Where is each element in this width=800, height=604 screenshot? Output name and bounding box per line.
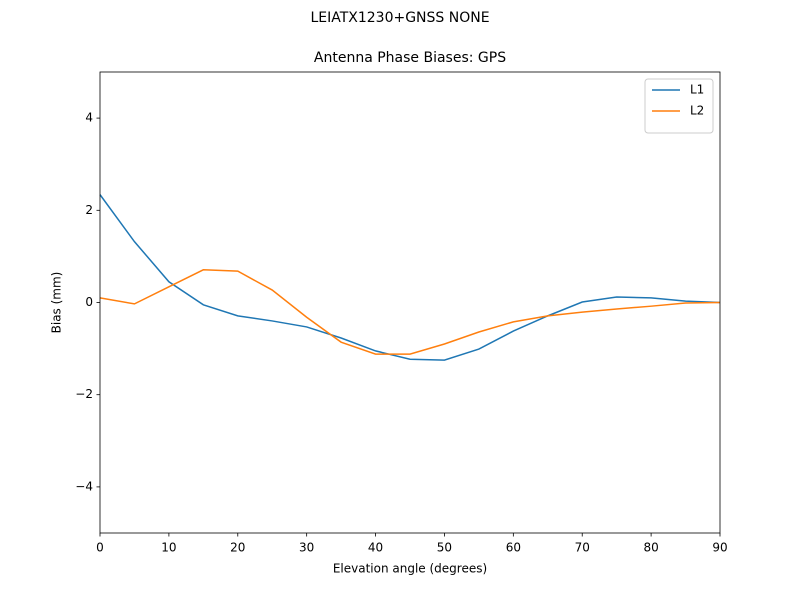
x-tick-label: 80 [643,541,658,555]
legend-box [644,78,714,134]
x-tick-label: 30 [299,541,314,555]
y-tick-label: 0 [85,295,93,309]
data-line [99,194,721,361]
x-tick-label: 70 [575,541,590,555]
y-tick-label: 2 [85,203,93,217]
y-tick-label: −2 [75,387,93,401]
suptitle: LEIATX1230+GNSS NONE [310,10,489,26]
y-axis-label: Bias (mm) [50,272,64,334]
data-line [99,269,721,355]
x-tick-label: 10 [161,541,176,555]
x-tick-label: 0 [96,541,104,555]
x-tick-label: 60 [506,541,521,555]
y-tick-label: 4 [85,111,93,125]
x-tick-label: 40 [368,541,383,555]
plot-frame [99,71,721,534]
legend-label: L1 [690,83,704,97]
x-axis-label: Elevation angle (degrees) [333,562,487,576]
x-tick-label: 90 [712,541,727,555]
y-tick-label: −4 [75,479,93,493]
chart-title: Antenna Phase Biases: GPS [314,50,506,66]
x-tick-label: 20 [230,541,245,555]
x-tick-label: 50 [437,541,452,555]
legend-label: L2 [690,104,704,118]
